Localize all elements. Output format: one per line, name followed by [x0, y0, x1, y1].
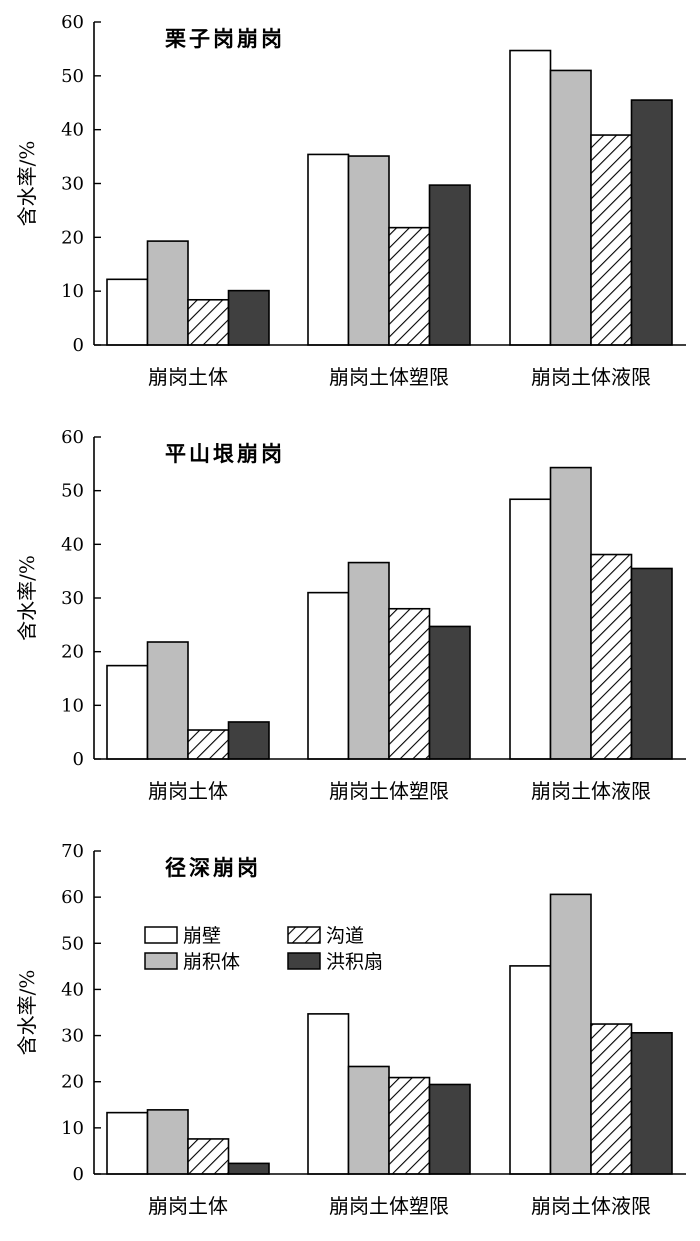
- bar-1-3-3: [590, 134, 633, 346]
- legend-label: 沟道: [326, 925, 364, 947]
- panel-title: 栗子岗崩岗: [165, 26, 285, 51]
- y-tick-label: 40: [61, 979, 84, 1000]
- bar-3-1-3: [187, 1138, 230, 1175]
- x-category-label: 崩岗土体: [148, 365, 228, 389]
- bar-1-1-1: [106, 278, 149, 346]
- x-category-label: 崩岗土体塑限: [329, 365, 449, 389]
- bar-3-1-1: [106, 1111, 149, 1175]
- bar-3-2-1: [307, 1013, 350, 1175]
- bar-2-2-2: [347, 561, 390, 760]
- y-tick-label: 10: [61, 281, 84, 302]
- bar-1-1-3: [187, 298, 230, 346]
- bar-3-3-3: [590, 1023, 633, 1175]
- bar-3-1-2: [146, 1109, 189, 1175]
- bar-1-3-2: [549, 69, 592, 346]
- bar-3-2-4: [428, 1083, 471, 1175]
- y-tick-label: 30: [61, 174, 84, 195]
- bar-2-1-3: [187, 729, 230, 760]
- y-tick-label: 10: [61, 1118, 84, 1139]
- y-tick-label: 20: [61, 227, 84, 248]
- bar-3-3-2: [549, 893, 592, 1175]
- y-axis-label: 含水率/%: [15, 141, 39, 227]
- bar-1-2-3: [388, 226, 431, 346]
- chart-panel-3: 0 10 20 30 40 50 60 70 崩岗土体 崩岗土体塑限 崩岗土体液限 含水率/% 径深崩岗: [15, 841, 686, 1218]
- bar-3-3-4: [630, 1032, 673, 1175]
- y-tick-label: 20: [61, 642, 84, 663]
- y-axis-label: 含水率/%: [15, 555, 39, 641]
- y-tick-label: 30: [61, 588, 84, 609]
- y-tick-label: 0: [73, 749, 84, 770]
- bar-3-3-1: [509, 965, 552, 1175]
- legend-label: 洪积扇: [326, 951, 383, 973]
- y-tick-label: 0: [73, 1164, 84, 1185]
- x-category-label: 崩岗土体塑限: [329, 779, 449, 803]
- bar-1-1-2: [146, 240, 189, 346]
- y-tick-label: 40: [61, 120, 84, 141]
- y-tick-label: 40: [61, 534, 84, 555]
- y-tick-label: 60: [61, 12, 84, 33]
- y-tick-label: 0: [73, 335, 84, 356]
- legend-swatch: [144, 926, 178, 944]
- y-tick-label: 70: [61, 841, 84, 862]
- x-category-label: 崩岗土体: [148, 779, 228, 803]
- bar-1-2-1: [307, 153, 350, 346]
- panel-title: 径深崩岗: [165, 855, 261, 880]
- y-tick-label: 60: [61, 427, 84, 448]
- bar-2-1-2: [146, 641, 189, 760]
- y-tick-label: 50: [61, 481, 84, 502]
- bar-2-3-4: [630, 567, 673, 760]
- bar-2-2-3: [388, 607, 431, 760]
- bar-2-3-1: [509, 498, 552, 760]
- y-tick-label: 30: [61, 1026, 84, 1047]
- bar-2-3-3: [590, 553, 633, 760]
- y-tick-label: 60: [61, 887, 84, 908]
- bar-2-1-1: [106, 664, 149, 760]
- bar-2-3-2: [549, 466, 592, 760]
- bar-1-3-1: [509, 49, 552, 346]
- y-tick-label: 50: [61, 66, 84, 87]
- bar-1-1-4: [227, 289, 270, 346]
- legend-swatch: [144, 952, 178, 970]
- panel-title: 平山垠崩岗: [165, 441, 285, 466]
- y-tick-label: 10: [61, 695, 84, 716]
- bar-3-2-3: [388, 1076, 431, 1175]
- chart-panel-1: 0 10 20 30 40 50 60 崩岗土体 崩岗土体塑限 崩岗土体液限 含水率/% 栗子岗崩岗: [15, 12, 686, 389]
- legend-swatch: [287, 926, 321, 944]
- bar-1-2-4: [428, 184, 471, 346]
- x-category-label: 崩岗土体液限: [531, 779, 651, 803]
- x-category-label: 崩岗土体塑限: [329, 1194, 449, 1218]
- x-category-label: 崩岗土体: [148, 1194, 228, 1218]
- bar-1-2-2: [347, 155, 390, 346]
- y-tick-label: 50: [61, 933, 84, 954]
- bar-3-1-4: [227, 1162, 270, 1175]
- x-category-label: 崩岗土体液限: [531, 365, 651, 389]
- bar-3-2-2: [347, 1065, 390, 1175]
- y-axis-label: 含水率/%: [15, 970, 39, 1056]
- bar-1-3-4: [630, 99, 673, 346]
- chart-panel-2: 0 10 20 30 40 50 60 崩岗土体 崩岗土体塑限 崩岗土体液限 含水率/% 平山垠崩岗: [15, 427, 686, 803]
- legend-label: 崩积体: [183, 951, 240, 973]
- bar-2-2-1: [307, 591, 350, 760]
- x-category-label: 崩岗土体液限: [531, 1194, 651, 1218]
- y-tick-label: 20: [61, 1072, 84, 1093]
- bar-2-1-4: [227, 721, 270, 760]
- bar-2-2-4: [428, 625, 471, 760]
- legend-label: 崩壁: [183, 925, 221, 947]
- legend-swatch: [287, 952, 321, 970]
